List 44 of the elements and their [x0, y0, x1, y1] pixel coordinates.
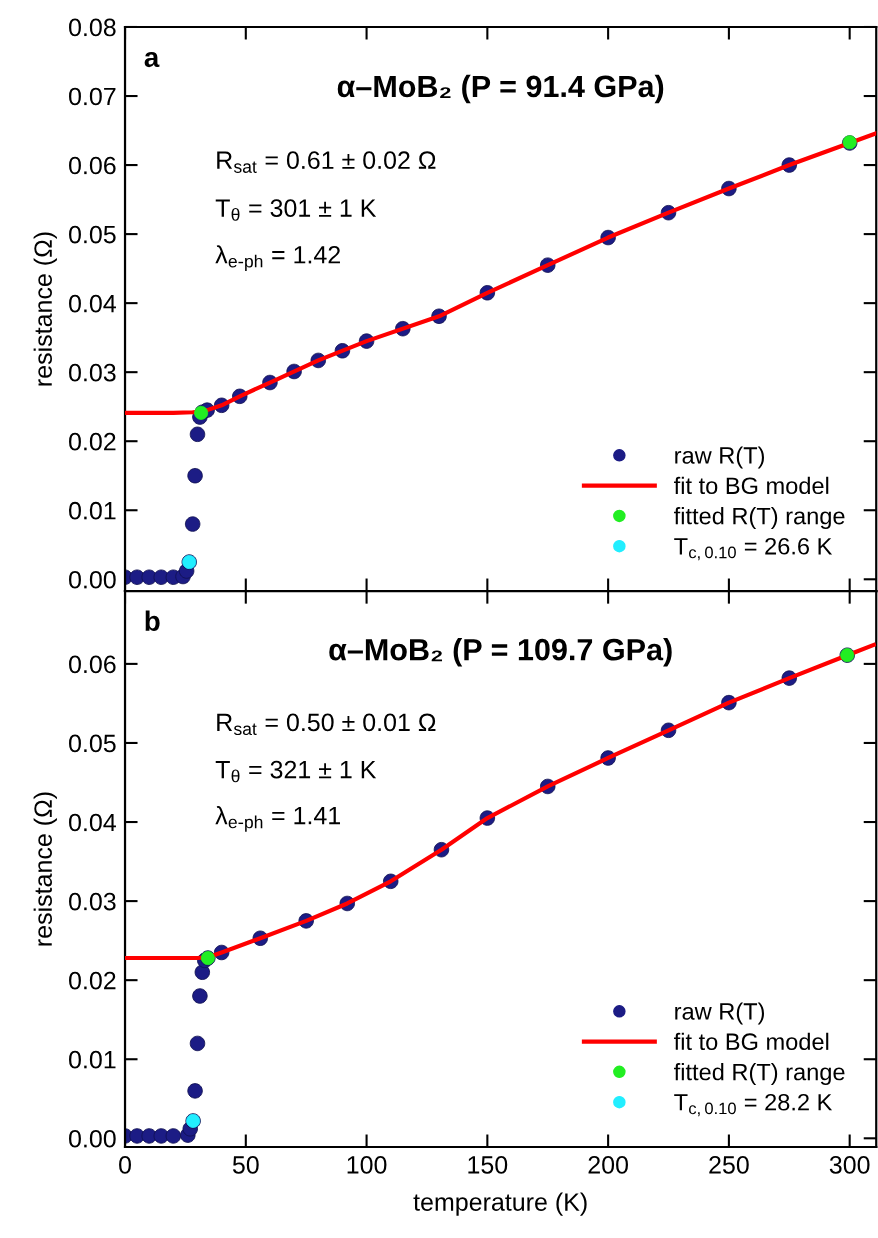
x-tick-label: 200	[588, 1156, 628, 1174]
annotation: R$_{sat}$ = 0.50 ± 0.01 Ω	[217, 713, 436, 736]
annotation: a	[144, 51, 160, 68]
text: α–MoB₂ (P = 91.4 GPa)	[337, 74, 664, 104]
x-tick-label: 50	[232, 1156, 259, 1174]
y-tick-label: 0.05	[69, 734, 116, 753]
x-tick-label: 250	[709, 1156, 749, 1174]
y-tick-label: 0.02	[69, 432, 116, 451]
annotation: λ$_{e-ph}$ = 1.41	[215, 806, 341, 832]
y-axis-title: resistance (Ω)	[33, 232, 57, 386]
legend-label: T$_{c,0.10}$ = 26.6 K	[674, 537, 833, 561]
y-tick-label: 0.07	[69, 87, 116, 106]
y-tick-label: 0.06	[69, 655, 116, 674]
x-tick-label: 300	[829, 1156, 870, 1174]
annotation: λ$_{e-ph}$ = 1.42	[215, 245, 340, 271]
y-tick-label: 0.00	[69, 1129, 116, 1148]
legend-label: raw R(T)	[675, 446, 765, 469]
x-tick-label: 100	[347, 1156, 387, 1174]
y-tick-label: 0.06	[69, 156, 116, 175]
y-axis-title: resistance (Ω)	[33, 792, 57, 946]
y-tick-label: 0.04	[69, 294, 116, 313]
annotation: R$_{sat}$ = 0.61 ± 0.02 Ω	[217, 151, 436, 173]
legend-label: raw R(T)	[675, 1002, 765, 1025]
x-tick-label: 150	[468, 1156, 508, 1174]
text: α–MoB₂ (P = 109.7 GPa)	[329, 638, 672, 667]
y-tick-label: 0.03	[69, 363, 116, 382]
y-tick-label: 0.01	[69, 501, 116, 520]
y-tick-label: 0.08	[69, 18, 116, 37]
x-axis-title: temperature (K)	[413, 1192, 587, 1216]
x-tick-label: 0	[119, 1156, 131, 1174]
legend-label: fitted R(T) range	[674, 507, 845, 530]
annotation: b	[145, 610, 160, 631]
legend-label: fit to BG model	[674, 476, 829, 495]
annotation: T$_{θ}$ = 301 ± 1 K	[215, 199, 377, 221]
y-tick-label: 0.05	[69, 225, 116, 244]
legend-label: fitted R(T) range	[674, 1063, 845, 1086]
legend-label: fit to BG model	[674, 1032, 829, 1051]
y-tick-label: 0.03	[69, 892, 116, 911]
y-tick-label: 0.04	[69, 813, 116, 832]
y-tick-label: 0.00	[69, 570, 116, 589]
y-tick-label: 0.02	[69, 971, 116, 990]
annotation: T$_{θ}$ = 321 ± 1 K	[215, 760, 377, 783]
y-tick-label: 0.01	[69, 1050, 116, 1069]
legend-label: T$_{c,0.10}$ = 28.2 K	[674, 1093, 833, 1117]
